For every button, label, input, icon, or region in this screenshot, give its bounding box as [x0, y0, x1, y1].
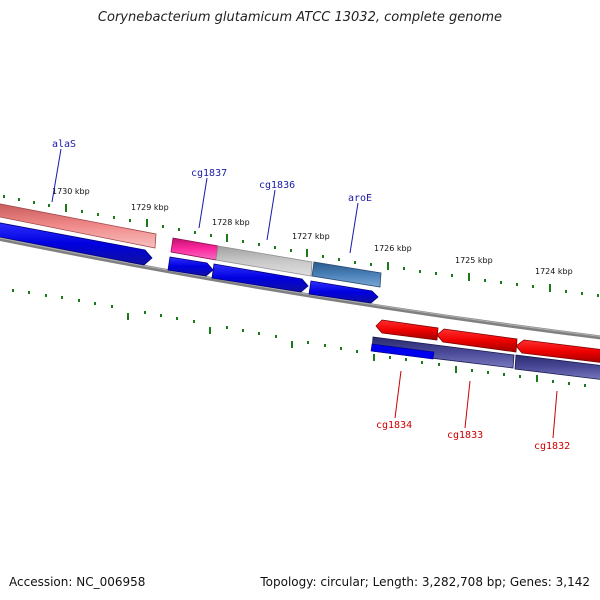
- gene-bar-aroe[interactable]: [311, 261, 382, 288]
- leader-cg1836: [266, 189, 276, 241]
- tick-label-1729: 1729 kbp: [131, 203, 169, 212]
- cds-bar-cg1832[interactable]: [514, 354, 600, 380]
- gene-arrow-cg1832[interactable]: [515, 339, 600, 363]
- tick-dots-upper: [3, 195, 599, 297]
- tick-label-1726: 1726 kbp: [374, 244, 412, 253]
- cds-arrow-alas[interactable]: [0, 222, 153, 266]
- gene-label-cg1832[interactable]: cg1832: [534, 441, 570, 452]
- accession-text: Accession: NC_006958: [9, 575, 146, 589]
- genome-title: Corynebacterium glutamicum ATCC 13032, c…: [97, 10, 503, 25]
- cds-bar-cg1834-blue[interactable]: [370, 343, 435, 360]
- leader-cg1833: [464, 380, 471, 429]
- gene-label-cg1834[interactable]: cg1834: [376, 420, 412, 431]
- gene-label-aroe[interactable]: aroE: [348, 193, 372, 204]
- tick-label-1727: 1727 kbp: [292, 232, 330, 241]
- genome-summary-text: Topology: circular; Length: 3,282,708 bp…: [260, 575, 590, 589]
- tick-label-1730: 1730 kbp: [52, 187, 90, 196]
- genome-backbone: [0, 236, 600, 340]
- leader-cg1832: [552, 390, 558, 439]
- cds-arrow-cg1837[interactable]: [167, 256, 214, 277]
- tick-label-1728: 1728 kbp: [212, 218, 250, 227]
- gene-label-cg1833[interactable]: cg1833: [447, 430, 483, 441]
- tick-label-1725: 1725 kbp: [455, 256, 493, 265]
- leader-cg1834: [394, 370, 402, 419]
- gene-arrow-cg1834[interactable]: [375, 319, 439, 341]
- tick-dots-lower: [12, 289, 586, 387]
- leader-aroe: [349, 202, 359, 254]
- gene-arrow-cg1833[interactable]: [436, 328, 518, 353]
- gene-label-alas[interactable]: alaS: [52, 139, 76, 150]
- gene-label-cg1836[interactable]: cg1836: [259, 180, 295, 191]
- gene-bar-alas[interactable]: [0, 203, 157, 249]
- tick-label-1724: 1724 kbp: [535, 267, 573, 276]
- gene-bar-cg1836[interactable]: [215, 245, 313, 277]
- leader-cg1837: [198, 177, 208, 229]
- gene-bar-cg1837[interactable]: [170, 237, 219, 261]
- cds-arrow-aroe[interactable]: [308, 280, 379, 304]
- leader-alas: [51, 148, 62, 203]
- cds-arrow-cg1836[interactable]: [211, 263, 309, 293]
- gene-label-cg1837[interactable]: cg1837: [191, 168, 227, 179]
